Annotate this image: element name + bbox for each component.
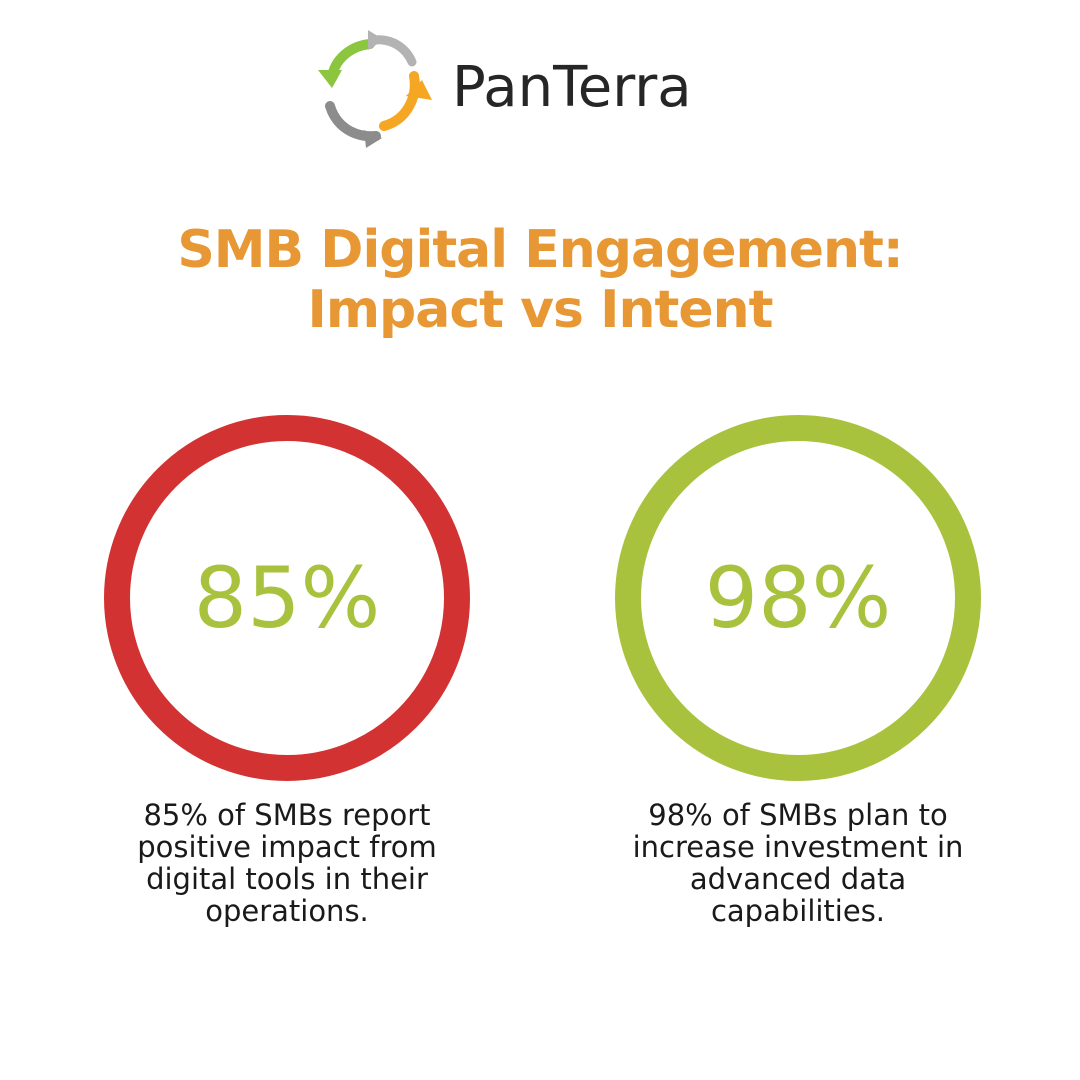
page-title: SMB Digital Engagement: Impact vs Intent [0, 220, 1080, 340]
title-line-2: Impact vs Intent [307, 280, 774, 340]
stat-card-impact: 85% 85% of SMBs report positive impact f… [102, 413, 472, 973]
brand-name: PanTerra [452, 55, 692, 120]
caption-line: 98% of SMBs plan to [648, 798, 948, 832]
caption-line: positive impact from [137, 830, 437, 864]
caption-line: 85% of SMBs report [143, 798, 431, 832]
title-line-1: SMB Digital Engagement: [177, 220, 903, 280]
circular-arrows-logo-icon [318, 30, 432, 148]
stat-value: 85% [193, 549, 381, 647]
caption-line: capabilities. [710, 894, 886, 928]
stat-ring [613, 413, 983, 783]
stat-ring [102, 413, 472, 783]
stat-caption: 98% of SMBs plan to increase investment … [583, 799, 1013, 927]
ring-circle [104, 415, 470, 781]
stat-caption: 85% of SMBs report positive impact from … [72, 799, 502, 927]
caption-line: digital tools in their [146, 862, 428, 896]
caption-line: increase investment in [632, 830, 964, 864]
brand-logo: PanTerra [310, 26, 770, 150]
caption-line: advanced data [689, 862, 907, 896]
stat-card-intent: 98% 98% of SMBs plan to increase investm… [613, 413, 983, 973]
ring-circle [615, 415, 981, 781]
stat-value: 98% [704, 549, 892, 647]
caption-line: operations. [205, 894, 369, 928]
